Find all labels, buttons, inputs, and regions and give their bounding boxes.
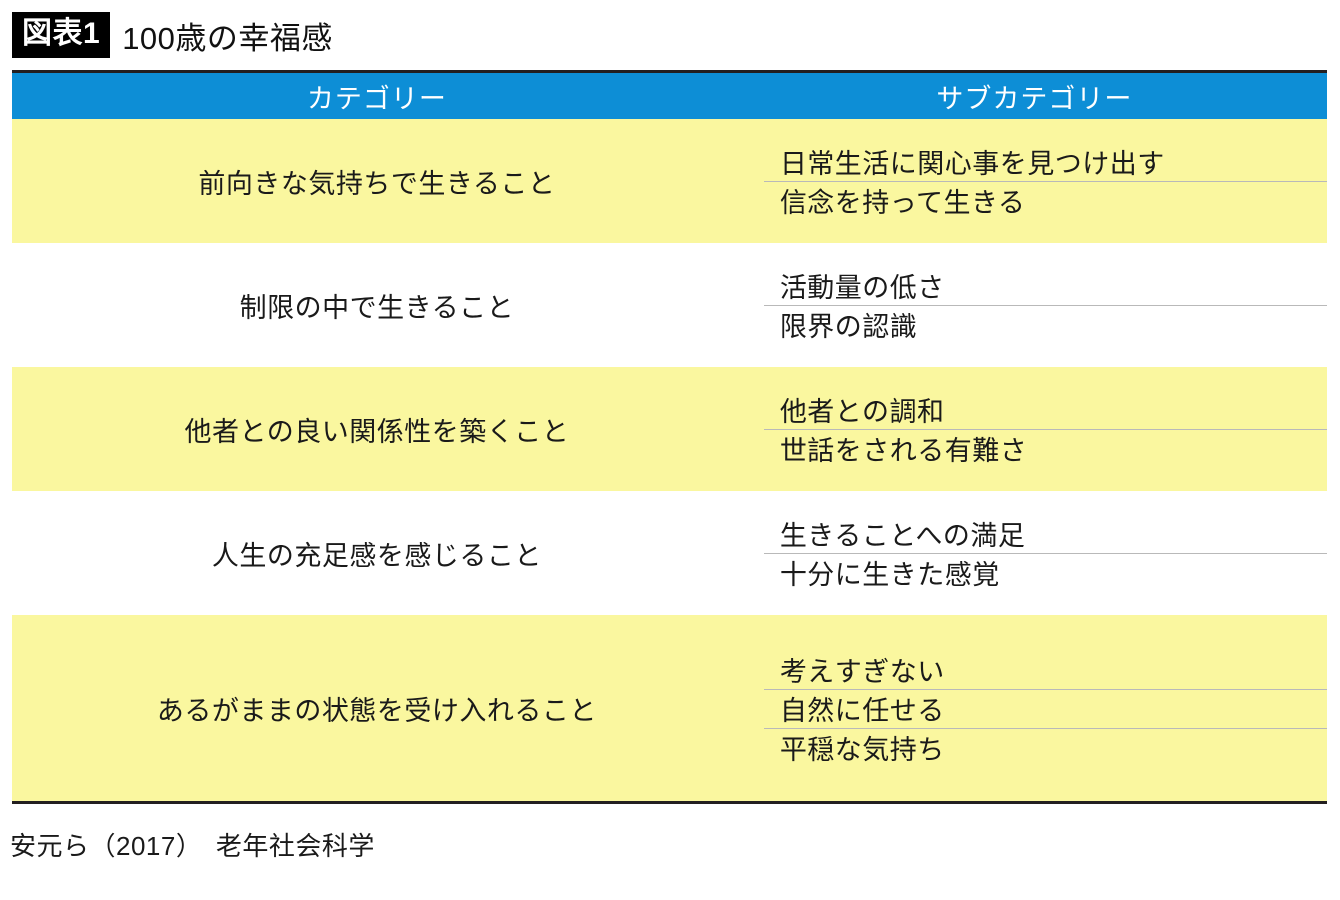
subcategory-item: 活動量の低さ bbox=[779, 273, 945, 303]
subcategory-item: 信念を持って生きる bbox=[742, 181, 1328, 220]
category-cell: 前向きな気持ちで生きること bbox=[12, 119, 742, 243]
source-citation: 安元ら（2017） 老年社会科学 bbox=[10, 831, 375, 861]
subcategory-item: 平穏な気持ち bbox=[742, 727, 1328, 767]
happiness-table: カテゴリー サブカテゴリー 前向きな気持ちで生きること 日常生活に関心事を見つけ出… bbox=[12, 73, 1328, 801]
figure-title-row: 図表1 100歳の幸福感 bbox=[0, 0, 1340, 62]
table-body: 前向きな気持ちで生きること 日常生活に関心事を見つけ出す 信念を持って生きる 制限の中… bbox=[12, 119, 1328, 801]
table-row: 他者との良い関係性を築くこと 他者との調和 世話をされる有難さ bbox=[12, 367, 1328, 491]
table-head: カテゴリー サブカテゴリー bbox=[12, 73, 1327, 119]
subcategory-cell: 他者との調和 世話をされる有難さ bbox=[741, 367, 1328, 491]
subcategory-item: 生きることへの満足 bbox=[779, 521, 1026, 551]
table-row: 制限の中で生きること 活動量の低さ 限界の認識 bbox=[12, 243, 1328, 367]
category-cell: 制限の中で生きること bbox=[12, 243, 742, 367]
subcategory-cell: 考えすぎない 自然に任せる 平穏な気持ち bbox=[741, 615, 1328, 801]
subcategory-list: 他者との調和 世話をされる有難さ bbox=[742, 390, 1328, 468]
subcategory-item: 限界の認識 bbox=[742, 305, 1328, 344]
page-title: 100歳の幸福感 bbox=[122, 20, 333, 56]
category-cell: 人生の充足感を感じること bbox=[12, 491, 742, 615]
subcategory-item: 日常生活に関心事を見つけ出す bbox=[779, 149, 1165, 179]
category-cell: 他者との良い関係性を築くこと bbox=[12, 367, 742, 491]
subcategory-item: 他者との調和 bbox=[779, 397, 945, 427]
subcategory-list: 生きることへの満足 十分に生きた感覚 bbox=[742, 514, 1328, 592]
table-row: 前向きな気持ちで生きること 日常生活に関心事を見つけ出す 信念を持って生きる bbox=[12, 119, 1328, 243]
subcategory-list: 考えすぎない 自然に任せる 平穏な気持ち bbox=[742, 650, 1328, 767]
subcategory-item: 自然に任せる bbox=[742, 688, 1328, 728]
subcategory-item: 世話をされる有難さ bbox=[742, 429, 1328, 468]
subcategory-cell: 活動量の低さ 限界の認識 bbox=[741, 243, 1328, 367]
category-cell: あるがままの状態を受け入れること bbox=[12, 615, 742, 801]
figure-number-badge: 図表1 bbox=[12, 12, 111, 58]
happiness-table-container: カテゴリー サブカテゴリー 前向きな気持ちで生きること 日常生活に関心事を見つけ出… bbox=[12, 70, 1328, 804]
table-header-row: カテゴリー サブカテゴリー bbox=[12, 73, 1327, 119]
table-row: 人生の充足感を感じること 生きることへの満足 十分に生きた感覚 bbox=[12, 491, 1328, 615]
subcategory-cell: 生きることへの満足 十分に生きた感覚 bbox=[741, 491, 1328, 615]
subcategory-list: 日常生活に関心事を見つけ出す 信念を持って生きる bbox=[742, 142, 1328, 220]
column-header-subcategory: サブカテゴリー bbox=[741, 73, 1327, 119]
subcategory-item: 十分に生きた感覚 bbox=[742, 553, 1328, 592]
column-header-category: カテゴリー bbox=[12, 73, 742, 119]
subcategory-list: 活動量の低さ 限界の認識 bbox=[742, 266, 1328, 344]
subcategory-cell: 日常生活に関心事を見つけ出す 信念を持って生きる bbox=[741, 119, 1328, 243]
table-row: あるがままの状態を受け入れること 考えすぎない 自然に任せる 平穏な気持ち bbox=[12, 615, 1328, 801]
subcategory-item: 考えすぎない bbox=[779, 656, 945, 687]
